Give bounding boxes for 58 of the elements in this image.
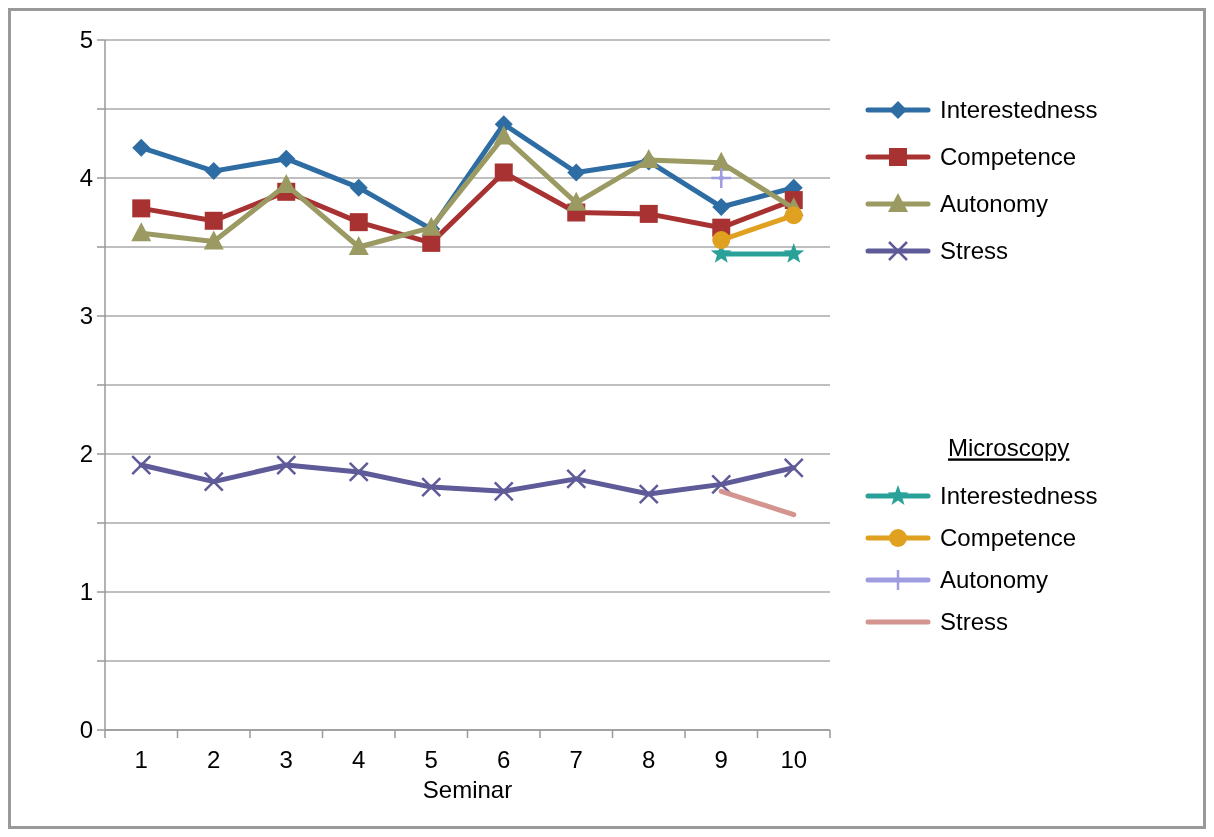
x-tick-label: 10 — [780, 746, 808, 773]
legend-title: Microscopy — [948, 434, 1070, 462]
x-axis-title: Seminar — [422, 776, 513, 803]
legend-label: Interestedness — [940, 482, 1098, 510]
legend-label: Competence — [940, 143, 1077, 171]
point — [566, 191, 587, 211]
point — [711, 151, 732, 171]
x-tick-label: 7 — [569, 746, 583, 773]
point — [567, 163, 586, 182]
point — [421, 216, 442, 236]
point — [639, 204, 658, 223]
point — [276, 173, 297, 193]
x-tick-label: 5 — [424, 746, 438, 773]
legend-label: Competence — [940, 524, 1077, 552]
point — [349, 213, 368, 232]
y-tick-label: 2 — [79, 440, 93, 468]
point — [493, 481, 514, 502]
y-tick-label: 3 — [79, 302, 93, 330]
x-tick-label: 2 — [207, 746, 221, 773]
legend-label: Autonomy — [940, 190, 1049, 218]
x-tick-label: 8 — [642, 746, 656, 773]
legend-label: Autonomy — [940, 566, 1049, 594]
x-tick-label: 3 — [279, 746, 293, 773]
point — [276, 454, 297, 476]
y-tick-label: 1 — [79, 578, 93, 606]
legend-label: Interestedness — [940, 96, 1098, 124]
x-tick-label: 4 — [352, 746, 366, 773]
point — [203, 230, 224, 250]
point — [204, 211, 223, 230]
point — [784, 206, 803, 225]
x-tick-label: 9 — [714, 746, 728, 773]
y-tick-label: 0 — [79, 716, 93, 744]
legend-label: Stress — [940, 608, 1009, 636]
point — [421, 476, 442, 498]
legend-label: Stress — [940, 237, 1009, 265]
point — [131, 454, 152, 476]
y-tick-label: 4 — [79, 164, 93, 192]
point — [132, 199, 151, 218]
point — [132, 138, 151, 157]
point — [203, 471, 224, 492]
point — [349, 178, 368, 197]
point — [712, 231, 731, 250]
point — [348, 461, 369, 483]
point — [566, 468, 587, 490]
y-tick-label: 5 — [79, 26, 93, 54]
point — [131, 222, 152, 242]
point — [277, 149, 296, 168]
x-tick-label: 6 — [497, 746, 511, 773]
x-tick-label: 1 — [134, 746, 148, 773]
point — [204, 162, 223, 181]
point — [493, 125, 514, 145]
point — [712, 197, 731, 216]
point — [348, 236, 369, 255]
point — [494, 163, 513, 182]
point — [783, 457, 804, 479]
point — [638, 483, 659, 505]
point — [783, 242, 805, 263]
point — [710, 166, 733, 190]
